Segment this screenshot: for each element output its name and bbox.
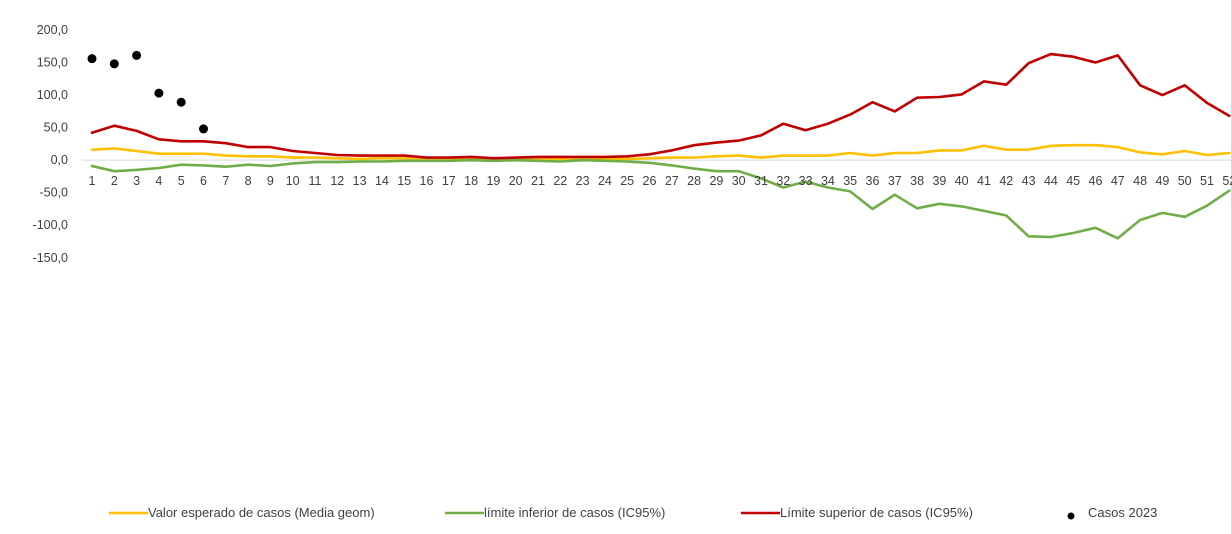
x-tick-label: 23 <box>576 174 590 188</box>
x-tick-label: 27 <box>665 174 679 188</box>
x-tick-label: 3 <box>133 174 140 188</box>
x-tick-label: 2 <box>111 174 118 188</box>
x-tick-label: 22 <box>553 174 567 188</box>
x-tick-label: 25 <box>620 174 634 188</box>
x-tick-label: 50 <box>1178 174 1192 188</box>
series-line-2 <box>90 52 1231 160</box>
x-axis-tick-labels: 1 2 3 4 5 6 7 8 9 10 11 12 13 14 15 16 17 18 19 20 21 22 23 24 2… <box>89 174 1232 188</box>
y-axis-tick-labels: 200,0 150,0 100,0 50,0 0,0 -50,0 -100,0 -150,0 <box>33 23 69 265</box>
x-tick-label: 48 <box>1133 174 1147 188</box>
x-tick-label: 17 <box>442 174 456 188</box>
x-tick-label: 31 <box>754 174 768 188</box>
x-tick-label: 37 <box>888 174 902 188</box>
x-tick-label: 51 <box>1200 174 1214 188</box>
x-tick-label: 46 <box>1089 174 1103 188</box>
x-tick-label: 10 <box>286 174 300 188</box>
x-tick-label: 40 <box>955 174 969 188</box>
scatter-point <box>154 88 164 98</box>
x-tick-label: 26 <box>643 174 657 188</box>
x-tick-label: 5 <box>178 174 185 188</box>
x-tick-label: 15 <box>397 174 411 188</box>
x-tick-label: 38 <box>910 174 924 188</box>
y-tick-label: 50,0 <box>44 121 68 135</box>
x-tick-label: 36 <box>866 174 880 188</box>
x-tick-label: 52 <box>1222 174 1232 188</box>
x-tick-label: 4 <box>155 174 162 188</box>
x-tick-label: 14 <box>375 174 389 188</box>
x-tick-label: 28 <box>687 174 701 188</box>
y-tick-label: -50,0 <box>40 186 69 200</box>
x-tick-label: 34 <box>821 174 835 188</box>
x-tick-label: 32 <box>776 174 790 188</box>
series-line-0 <box>90 143 1231 161</box>
x-tick-label: 43 <box>1022 174 1036 188</box>
x-tick-label: 7 <box>222 174 229 188</box>
legend: Valor esperado de casos (Media geom) lími… <box>109 505 1157 520</box>
x-tick-label: 29 <box>709 174 723 188</box>
x-tick-label: 49 <box>1155 174 1169 188</box>
x-tick-label: 9 <box>267 174 274 188</box>
y-tick-label: 100,0 <box>37 88 68 102</box>
x-tick-label: 6 <box>200 174 207 188</box>
x-tick-label: 42 <box>999 174 1013 188</box>
x-tick-label: 44 <box>1044 174 1058 188</box>
scatter-point <box>109 59 119 69</box>
x-tick-label: 19 <box>486 174 500 188</box>
x-tick-label: 20 <box>509 174 523 188</box>
x-tick-label: 16 <box>420 174 434 188</box>
y-tick-label: -150,0 <box>33 251 68 265</box>
y-tick-label: 150,0 <box>37 56 68 70</box>
legend-label-3: Casos 2023 <box>1088 505 1157 520</box>
x-tick-label: 24 <box>598 174 612 188</box>
x-tick-label: 47 <box>1111 174 1125 188</box>
scatter-point <box>87 54 97 64</box>
y-tick-label: 0,0 <box>51 153 68 167</box>
legend-label-2: Límite superior de casos (IC95%) <box>780 505 973 520</box>
x-tick-label: 35 <box>843 174 857 188</box>
legend-label-1: límite inferior de casos (IC95%) <box>484 505 665 520</box>
x-tick-label: 18 <box>464 174 478 188</box>
y-tick-label: 200,0 <box>37 23 68 37</box>
x-tick-label: 41 <box>977 174 991 188</box>
scatter-point <box>176 97 186 107</box>
x-tick-label: 45 <box>1066 174 1080 188</box>
scatter-point <box>199 124 208 134</box>
x-tick-label: 8 <box>245 174 252 188</box>
x-tick-label: 13 <box>353 174 367 188</box>
x-tick-label: 30 <box>732 174 746 188</box>
x-tick-label: 1 <box>89 174 96 188</box>
series-line-1 <box>90 158 1231 240</box>
legend-label-0: Valor esperado de casos (Media geom) <box>148 505 375 520</box>
scatter-point <box>132 50 142 60</box>
legend-swatch-3 <box>1067 512 1075 520</box>
x-tick-label: 21 <box>531 174 545 188</box>
y-tick-label: -100,0 <box>33 218 68 232</box>
x-tick-label: 33 <box>799 174 813 188</box>
x-tick-label: 12 <box>330 174 344 188</box>
series-layer <box>87 50 1231 240</box>
x-tick-label: 11 <box>309 174 322 188</box>
x-tick-label: 39 <box>932 174 946 188</box>
